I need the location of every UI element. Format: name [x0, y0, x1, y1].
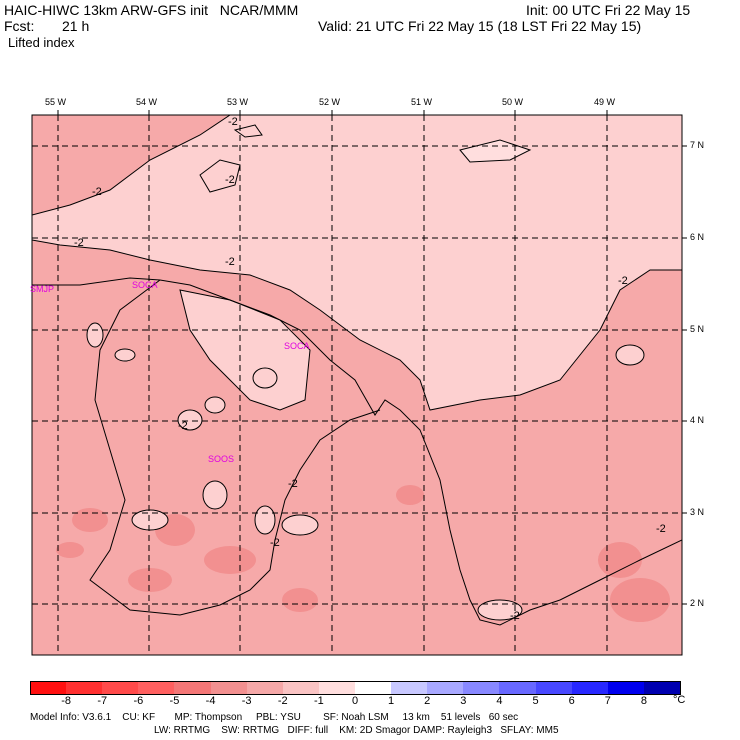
- shade-region-coast: [180, 290, 310, 410]
- coastline-borders: [32, 277, 682, 626]
- lat-lon-grid: [32, 115, 682, 655]
- colorbar-cell: [174, 681, 212, 695]
- colorbar-label: -1: [313, 695, 324, 707]
- colorbar-cell: [463, 681, 500, 695]
- contour-label: -2: [74, 237, 84, 249]
- colorbar-cell: [210, 681, 248, 695]
- contour-label: -2: [178, 420, 188, 432]
- contour-label: -2: [288, 478, 298, 490]
- colorbar-label: 4: [496, 695, 503, 707]
- lon-label-52w: 52 W: [319, 97, 341, 107]
- lat-label-2n: 2 N: [690, 598, 705, 608]
- colorbar-label: -8: [61, 695, 71, 707]
- lon-label-53w: 53 W: [227, 97, 249, 107]
- lon-label-50w: 50 W: [502, 97, 524, 107]
- contour-label: -2: [618, 275, 628, 287]
- lon-label-54w: 54 W: [136, 97, 158, 107]
- model-title: HAIC-HIWC 13km ARW-GFS init NCAR/MMM: [4, 2, 299, 18]
- lon-label-49w: 49 W: [594, 97, 616, 107]
- station-label: SMJP: [30, 284, 55, 294]
- colorbar-cell: [643, 681, 682, 695]
- forecast-hour: 21 h: [62, 18, 90, 34]
- model-info-line2: LW: RRTMG SW: RRTMG DIFF: full KM: 2D Sm…: [154, 725, 559, 736]
- colorbar-cell: [30, 681, 68, 695]
- colorbar-cell: [535, 681, 573, 695]
- init-time: Init: 00 UTC Fri 22 May 15: [526, 2, 691, 18]
- colorbar-cell: [391, 681, 428, 695]
- contour-label: -2: [656, 523, 666, 535]
- colorbar-label: 6: [568, 695, 575, 707]
- shade-dark-patches: [56, 485, 670, 622]
- colorbar-cell: [246, 681, 284, 695]
- shade-region-west: [32, 115, 230, 215]
- shade-region-land: [32, 240, 682, 655]
- lat-label-4n: 4 N: [690, 415, 705, 425]
- lon-label-51w: 51 W: [411, 97, 433, 107]
- contour-label: -2: [92, 186, 102, 198]
- colorbar-label: -3: [241, 695, 252, 707]
- colorbar-label: 1: [388, 695, 395, 707]
- colorbar-unit: °C: [673, 694, 686, 706]
- lat-label-6n: 6 N: [690, 232, 705, 242]
- colorbar-cell: [282, 681, 320, 695]
- lat-label-5n: 5 N: [690, 324, 705, 334]
- field-name: Lifted index: [8, 35, 75, 50]
- station-label: SOCA: [132, 280, 158, 290]
- contour-label: -2: [225, 256, 235, 268]
- colorbar-cell: [499, 681, 537, 695]
- map-frame: [31, 114, 683, 656]
- contour-lines: [32, 115, 682, 621]
- colorbar-label: -6: [133, 695, 144, 707]
- lon-label-55w: 55 W: [45, 97, 67, 107]
- colorbar-label: 2: [424, 695, 431, 707]
- colorbar-label: 8: [640, 695, 647, 707]
- contour-label: -2: [225, 174, 235, 186]
- colorbar-label: 3: [460, 695, 467, 707]
- colorbar-label: 0: [351, 695, 359, 707]
- colorbar-cell: [102, 681, 139, 695]
- shade-light-patches: [87, 323, 644, 620]
- lat-label-7n: 7 N: [690, 140, 705, 150]
- contour-label: -2: [228, 116, 238, 128]
- model-info-line1: Model Info: V3.6.1 CU: KF MP: Thompson P…: [30, 712, 519, 723]
- colorbar-cell: [318, 681, 356, 695]
- valid-time: Valid: 21 UTC Fri 22 May 15 (18 LST Fri …: [318, 18, 642, 34]
- station-label: SOOS: [208, 454, 235, 464]
- colorbar-cell: [355, 681, 392, 695]
- axis-ticks: [57, 110, 687, 605]
- colorbar-cell: [571, 681, 609, 695]
- colorbar-label: -5: [169, 695, 180, 707]
- colorbar-cell: [66, 681, 103, 695]
- contour-label: -2: [510, 610, 520, 622]
- colorbar-label: -2: [277, 695, 288, 707]
- colorbar-label: 7: [604, 695, 611, 707]
- colorbar-cell: [138, 681, 175, 695]
- colorbar-label: 5: [532, 695, 539, 707]
- colorbar-cell: [607, 681, 645, 695]
- station-label: SOCA: [284, 341, 310, 351]
- colorbar-label: -4: [205, 695, 216, 707]
- forecast-label: Fcst:: [4, 18, 35, 34]
- colorbar-label: -7: [97, 695, 108, 707]
- contour-label: -2: [270, 537, 280, 549]
- colorbar-cell: [427, 681, 464, 695]
- lat-label-3n: 3 N: [690, 507, 705, 517]
